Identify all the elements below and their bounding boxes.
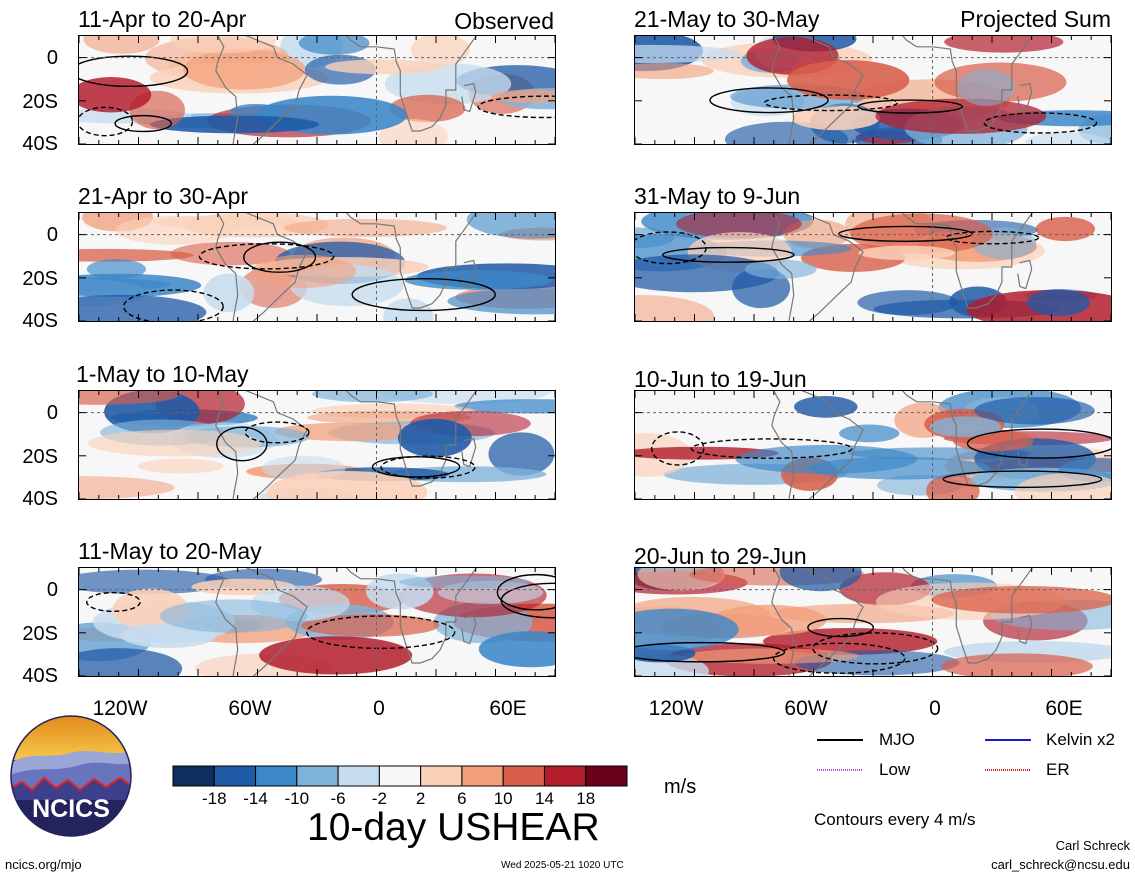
legend-label-mjo: MJO [879, 730, 915, 749]
legend-line-kelvin [985, 739, 1031, 741]
legend-label-er: ER [1046, 760, 1070, 779]
map-panel [78, 212, 556, 322]
lon-label: 0 [373, 697, 385, 720]
logo-text: NCICS [32, 795, 110, 823]
colorbar-label: 10 [493, 789, 513, 808]
map-field [635, 391, 1111, 499]
footer-timestamp: Wed 2025-05-21 1020 UTC [501, 860, 624, 871]
map-field [79, 391, 555, 499]
lon-label: 120W [92, 697, 148, 720]
colorbar-swatch [337, 765, 380, 787]
colorbar-label: -10 [284, 789, 310, 808]
panel-title: 21-May to 30-May [634, 6, 820, 32]
lat-label: 0 [46, 402, 58, 424]
lat-label: 40S [22, 488, 58, 510]
panel-title: 1-May to 10-May [76, 361, 249, 387]
colorbar-swatch [296, 765, 339, 787]
lon-label: 0 [929, 697, 941, 720]
map-field [79, 568, 555, 676]
figure-title: 10-day USHEAR [307, 806, 600, 849]
map-field [635, 36, 1111, 144]
colorbar-swatch [502, 765, 545, 787]
footer-url[interactable]: ncics.org/mjo [5, 857, 82, 872]
logo-icon [10, 715, 132, 837]
legend-line-mjo [817, 739, 863, 741]
lat-label: 40S [22, 133, 58, 155]
lat-label: 0 [46, 579, 58, 601]
panel-title: 21-Apr to 30-Apr [78, 183, 249, 209]
legend-label-kelvin: Kelvin x2 [1046, 730, 1115, 749]
footer-email[interactable]: carl_schreck@ncsu.edu [991, 857, 1130, 872]
map-field [635, 568, 1111, 676]
panel-title: 11-May to 20-May [78, 538, 262, 564]
map-panel [78, 567, 556, 677]
footer-author: Carl Schreck [1055, 838, 1130, 853]
colorbar-label: -6 [330, 789, 346, 808]
colorbar-label: 18 [576, 789, 596, 808]
panel-title: 11-Apr to 20-Apr [78, 6, 247, 32]
lat-label: 20S [22, 268, 58, 290]
lon-label: 120W [648, 697, 704, 720]
panel-tag-observed: Observed [454, 8, 554, 34]
map-panel [634, 567, 1112, 677]
map-panel [78, 390, 556, 500]
colorbar-label: 6 [457, 789, 467, 808]
map-field [635, 213, 1111, 321]
map-panel [634, 212, 1112, 322]
lat-label: 20S [22, 91, 58, 113]
colorbar-label: -2 [371, 789, 387, 808]
legend-line-low [817, 769, 863, 771]
colorbar-label: -14 [243, 789, 268, 808]
colorbar-label: 2 [415, 789, 426, 808]
map-panel [634, 35, 1112, 145]
lat-label: 20S [22, 446, 58, 468]
lon-label: 60E [489, 697, 527, 720]
colorbar-swatch [420, 765, 463, 787]
map-field [79, 213, 555, 321]
colorbar-swatch [255, 765, 298, 787]
legend-line-er [985, 769, 1031, 771]
lat-label: 20S [22, 623, 58, 645]
panel-tag-projected: Projected Sum [960, 6, 1111, 32]
colorbar [172, 765, 628, 787]
lat-label: 40S [22, 310, 58, 332]
legend-label-low: Low [879, 760, 911, 779]
lat-label: 40S [22, 665, 58, 687]
colorbar-swatch [461, 765, 504, 787]
colorbar-swatch [543, 765, 587, 787]
map-panel [78, 35, 556, 145]
lat-label: 0 [46, 224, 58, 246]
lon-label: 60W [228, 697, 272, 720]
colorbar-label: 14 [534, 789, 554, 808]
colorbar-units: m/s [664, 776, 697, 798]
colorbar-swatch [172, 765, 215, 787]
panel-title: 10-Jun to 19-Jun [634, 366, 807, 392]
colorbar-swatch [378, 765, 422, 787]
panel-title: 20-Jun to 29-Jun [634, 543, 807, 569]
map-field [79, 36, 555, 144]
contours-note: Contours every 4 m/s [814, 810, 976, 829]
lon-label: 60E [1045, 697, 1083, 720]
panel-title: 31-May to 9-Jun [634, 183, 801, 209]
lon-label: 60W [784, 697, 828, 720]
ncics-logo: NCICS [10, 715, 132, 837]
colorbar-swatch [213, 765, 257, 787]
colorbar-label: -18 [201, 789, 227, 808]
map-panel [634, 390, 1112, 500]
colorbar-swatch [585, 765, 628, 787]
lat-label: 0 [46, 47, 58, 69]
